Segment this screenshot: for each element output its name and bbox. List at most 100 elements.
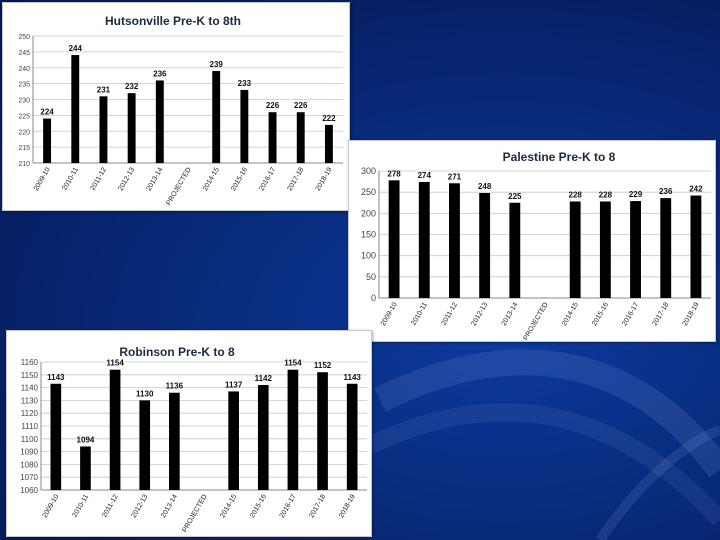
bar [240, 89, 249, 163]
bar [690, 195, 702, 298]
bar [479, 193, 491, 298]
data-label: 242 [689, 185, 703, 194]
category-label: 2015-16 [591, 301, 610, 327]
category-label: 2012-13 [131, 493, 150, 519]
bar [418, 182, 430, 298]
data-label: 225 [508, 192, 522, 201]
bar [155, 80, 164, 163]
category-label: PROJECTED [181, 494, 208, 534]
palestine-chart: Palestine Pre-K to 8 0 50 100 150 200 250 300 27… [361, 150, 711, 342]
data-label: 224 [40, 108, 54, 117]
y-tick-label: 220 [18, 129, 30, 136]
category-label: 2013-14 [146, 166, 165, 192]
data-label: 239 [210, 60, 224, 69]
category-label: 2013-14 [501, 301, 520, 327]
data-label: 278 [387, 169, 401, 178]
bar [296, 112, 305, 163]
bar [388, 180, 400, 298]
data-label: 271 [448, 172, 462, 181]
category-label: 2011-12 [441, 301, 460, 326]
data-label: 236 [153, 69, 167, 78]
bar [43, 118, 52, 163]
y-tick-label: 1140 [21, 384, 39, 393]
bar [287, 369, 299, 490]
bar [169, 392, 180, 490]
data-label: 244 [69, 44, 83, 53]
bar [317, 372, 328, 490]
y-tick-label: 245 [18, 50, 30, 57]
bar [127, 93, 136, 163]
category-label: 2018-19 [338, 493, 357, 519]
category-label: 2018-19 [682, 301, 701, 327]
bar [599, 201, 611, 298]
data-label: 248 [478, 182, 492, 191]
palestine-chart-panel: Palestine Pre-K to 8 0 50 100 150 200 250 300 27… [348, 140, 716, 342]
bar [268, 112, 277, 163]
category-label: 2009-10 [380, 301, 399, 327]
data-label: 1142 [255, 374, 273, 383]
data-label: 228 [599, 190, 613, 199]
y-tick-label: 250 [18, 34, 30, 41]
category-label: 2011-12 [101, 493, 120, 518]
y-tick-label: 200 [361, 208, 376, 218]
data-label: 228 [569, 190, 583, 199]
bar [109, 369, 121, 490]
category-label: 2013-14 [160, 493, 179, 519]
data-label: 1143 [47, 373, 65, 382]
y-tick-label: 1120 [21, 409, 39, 418]
category-label: 2009-10 [42, 493, 61, 519]
category-label: 2014-15 [561, 301, 580, 327]
category-label: 2014-15 [219, 493, 238, 519]
data-label: 229 [629, 190, 643, 199]
data-label: 226 [266, 101, 280, 110]
data-label: 1094 [77, 435, 95, 444]
y-tick-label: 1070 [20, 473, 38, 482]
robinson-chart-panel: Robinson Pre-K to 8 1060 1070 1080 1090 1100 1… [6, 330, 372, 537]
y-tick-label: 1150 [21, 371, 39, 380]
category-label: 2017-18 [287, 166, 306, 192]
data-label: 1154 [284, 359, 302, 368]
y-tick-label: 1080 [20, 460, 38, 469]
category-label: 2018-19 [315, 166, 334, 192]
bar [569, 201, 581, 298]
data-label: 236 [659, 187, 673, 196]
category-label: 2010-11 [72, 493, 91, 518]
data-label: 232 [125, 82, 139, 91]
y-tick-label: 300 [361, 166, 376, 176]
category-label: 2010-11 [410, 301, 429, 326]
chart-title: Hutsonville Pre-K to 8th [105, 14, 241, 28]
y-tick-label: 150 [361, 230, 376, 240]
bar [139, 400, 151, 490]
y-tick-label: 250 [361, 187, 376, 197]
y-tick-label: 1090 [20, 448, 38, 457]
data-label: 1136 [166, 382, 184, 391]
y-tick-label: 1060 [20, 486, 38, 495]
bar [509, 202, 521, 298]
category-label: 2012-13 [470, 301, 489, 327]
category-label: PROJECTED [165, 167, 192, 207]
category-label: PROJECTED [522, 302, 549, 342]
bar [80, 446, 91, 490]
data-label: 1152 [314, 361, 332, 370]
bar [324, 124, 333, 163]
y-tick-label: 1110 [21, 422, 38, 431]
bar [228, 391, 239, 490]
y-tick-label: 210 [18, 161, 30, 168]
bar [257, 385, 269, 490]
data-label: 226 [294, 101, 308, 110]
bar [630, 201, 641, 298]
data-label: 1130 [136, 389, 154, 398]
bar [50, 383, 62, 490]
y-tick-label: 100 [361, 251, 376, 261]
category-label: 2016-17 [258, 166, 277, 192]
category-label: 2017-18 [652, 301, 671, 327]
bar [449, 183, 460, 298]
y-tick-label: 1130 [21, 396, 39, 405]
bar [99, 96, 108, 163]
category-label: 2014-15 [202, 166, 221, 192]
data-label: 233 [238, 79, 252, 88]
robinson-chart: Robinson Pre-K to 8 1060 1070 1080 1090 1100 1… [20, 345, 367, 534]
category-label: 2011-12 [90, 166, 109, 191]
data-label: 1154 [106, 359, 124, 368]
chart-title: Palestine Pre-K to 8 [503, 150, 616, 164]
